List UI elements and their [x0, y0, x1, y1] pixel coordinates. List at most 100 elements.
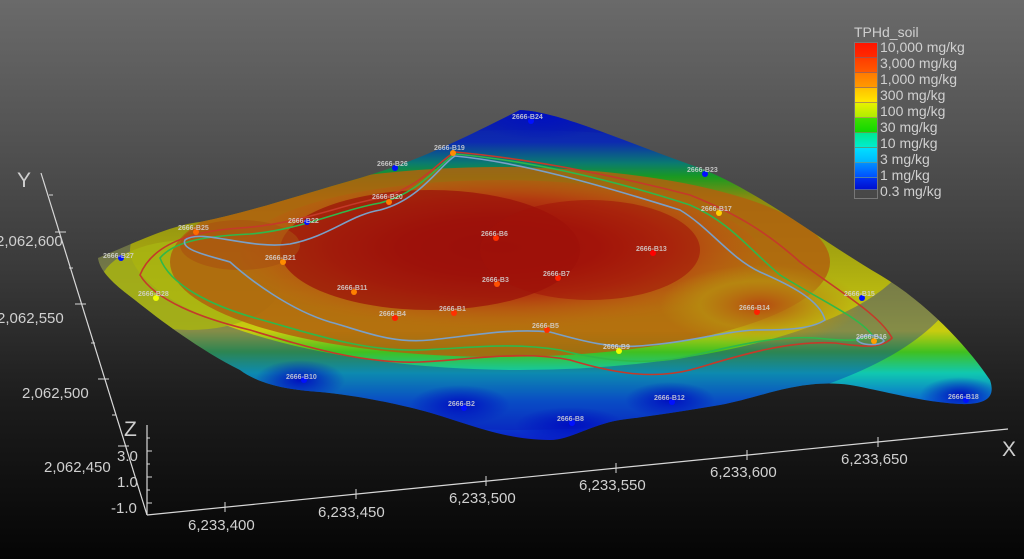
svg-text:2666-B27: 2666-B27 [103, 253, 134, 260]
legend-swatch [855, 148, 877, 163]
svg-text:2666-B7: 2666-B7 [543, 271, 570, 278]
color-legend: TPHd_soil 10,000 mg/kg 3,000 mg/kg 1,000… [854, 24, 965, 199]
x-tick-label: 6,233,450 [318, 504, 385, 521]
y-tick-label: 2,062,500 [22, 385, 89, 402]
legend-swatch [855, 163, 877, 178]
point-b23[interactable]: 2666-B23 [687, 167, 718, 177]
x-tick-label: 6,233,400 [188, 517, 255, 534]
point-b4[interactable]: 2666-B4 [379, 311, 406, 321]
svg-text:2666-B9: 2666-B9 [603, 344, 630, 351]
svg-text:2666-B11: 2666-B11 [337, 285, 367, 292]
point-b19[interactable]: 2666-B19 [434, 145, 465, 156]
x-tick-label: 6,233,600 [710, 464, 777, 481]
x-tick-label: 6,233,500 [449, 490, 516, 507]
legend-swatch [855, 43, 877, 58]
svg-text:2666-B28: 2666-B28 [138, 291, 169, 298]
svg-text:2666-B25: 2666-B25 [178, 225, 209, 232]
legend-swatch [855, 88, 877, 103]
y-tick-label: 2,062,450 [44, 459, 111, 476]
point-b1[interactable]: 2666-B1 [439, 306, 466, 316]
svg-text:2666-B19: 2666-B19 [434, 145, 465, 152]
point-b28[interactable]: 2666-B28 [138, 291, 169, 301]
x-axis: X 6,233,400 6,233,450 6,233,500 6,233,55… [146, 428, 1016, 534]
y-axis-title: Y [17, 169, 31, 192]
svg-text:2666-B16: 2666-B16 [856, 334, 887, 341]
legend-label: 100 mg/kg [880, 103, 946, 119]
legend-swatch [855, 178, 877, 190]
legend-label: 10,000 mg/kg [880, 39, 965, 55]
point-b9[interactable]: 2666-B9 [603, 344, 630, 354]
point-b15[interactable]: 2666-B15 [844, 291, 875, 301]
point-b18[interactable]: 2666-B18 [948, 394, 979, 403]
legend-swatch [855, 73, 877, 88]
contour-1000 [183, 155, 826, 348]
svg-text:2666-B15: 2666-B15 [844, 291, 875, 298]
point-b7[interactable]: 2666-B7 [543, 271, 570, 281]
point-b22[interactable]: 2666-B22 [288, 218, 319, 225]
z-axis: Z 3.0 1.0 -1.0 [111, 418, 152, 517]
svg-text:2666-B12: 2666-B12 [654, 395, 685, 402]
legend-label: 10 mg/kg [880, 135, 938, 151]
legend-label: 3 mg/kg [880, 151, 930, 167]
y-tick-label: 2,062,550 [0, 310, 64, 327]
point-b21[interactable]: 2666-B21 [265, 255, 296, 265]
legend-swatch [855, 103, 877, 118]
point-b20[interactable]: 2666-B20 [372, 194, 403, 205]
legend-label: 30 mg/kg [880, 119, 938, 135]
y-axis: Y 2,062,600 2,062,550 2,062,500 2,062,45… [0, 169, 148, 516]
point-b12[interactable]: 2666-B12 [654, 395, 685, 405]
point-b11[interactable]: 2666-B11 [337, 285, 367, 295]
svg-text:2666-B26: 2666-B26 [377, 161, 408, 168]
point-b10[interactable]: 2666-B10 [286, 374, 317, 383]
svg-text:2666-B5: 2666-B5 [532, 323, 559, 330]
svg-text:2666-B14: 2666-B14 [739, 305, 770, 312]
x-tick-label: 6,233,550 [579, 477, 646, 494]
legend-label: 1 mg/kg [880, 167, 930, 183]
legend-label: 300 mg/kg [880, 87, 946, 103]
x-axis-title: X [1002, 438, 1016, 461]
svg-text:2666-B20: 2666-B20 [372, 194, 403, 201]
svg-text:2666-B1: 2666-B1 [439, 306, 466, 313]
z-axis-title: Z [124, 418, 137, 441]
legend-title: TPHd_soil [854, 24, 919, 40]
point-b17[interactable]: 2666-B17 [701, 206, 732, 216]
point-b26[interactable]: 2666-B26 [377, 161, 408, 171]
sample-points: 2666-B24 2666-B19 2666-B26 2666-B20 2666… [103, 114, 979, 426]
point-b13[interactable]: 2666-B13 [636, 246, 667, 256]
point-b14[interactable]: 2666-B14 [739, 305, 770, 315]
svg-text:2666-B2: 2666-B2 [448, 401, 475, 408]
svg-text:2666-B13: 2666-B13 [636, 246, 667, 253]
z-tick-label: 3.0 [117, 448, 138, 465]
svg-text:2666-B8: 2666-B8 [557, 416, 584, 423]
legend-swatch [855, 58, 877, 73]
legend-label: 0.3 mg/kg [880, 183, 942, 199]
point-b8[interactable]: 2666-B8 [557, 416, 584, 426]
point-b5[interactable]: 2666-B5 [532, 323, 559, 333]
point-b25[interactable]: 2666-B25 [178, 225, 209, 235]
svg-text:2666-B22: 2666-B22 [288, 218, 319, 225]
point-b24[interactable]: 2666-B24 [512, 114, 543, 124]
point-b27[interactable]: 2666-B27 [103, 253, 134, 261]
svg-text:2666-B6: 2666-B6 [481, 231, 508, 238]
legend-swatch [855, 118, 877, 133]
svg-text:2666-B4: 2666-B4 [379, 311, 406, 318]
svg-text:2666-B23: 2666-B23 [687, 167, 718, 174]
point-b3[interactable]: 2666-B3 [482, 277, 509, 287]
legend-label: 3,000 mg/kg [880, 55, 958, 71]
legend-label: 1,000 mg/kg [880, 71, 958, 87]
contour-100 [139, 151, 893, 376]
legend-color-bar [854, 42, 878, 199]
svg-text:2666-B3: 2666-B3 [482, 277, 509, 284]
z-tick-label: 1.0 [117, 474, 138, 491]
contour-lines [139, 151, 893, 376]
svg-text:2666-B18: 2666-B18 [948, 394, 979, 401]
point-b6[interactable]: 2666-B6 [481, 231, 508, 241]
svg-text:2666-B21: 2666-B21 [265, 255, 296, 262]
x-tick-label: 6,233,650 [841, 451, 908, 468]
point-b16[interactable]: 2666-B16 [856, 334, 887, 344]
svg-text:2666-B10: 2666-B10 [286, 374, 317, 381]
z-tick-label: -1.0 [111, 500, 137, 517]
point-b2[interactable]: 2666-B2 [448, 401, 475, 411]
svg-text:2666-B17: 2666-B17 [701, 206, 732, 213]
